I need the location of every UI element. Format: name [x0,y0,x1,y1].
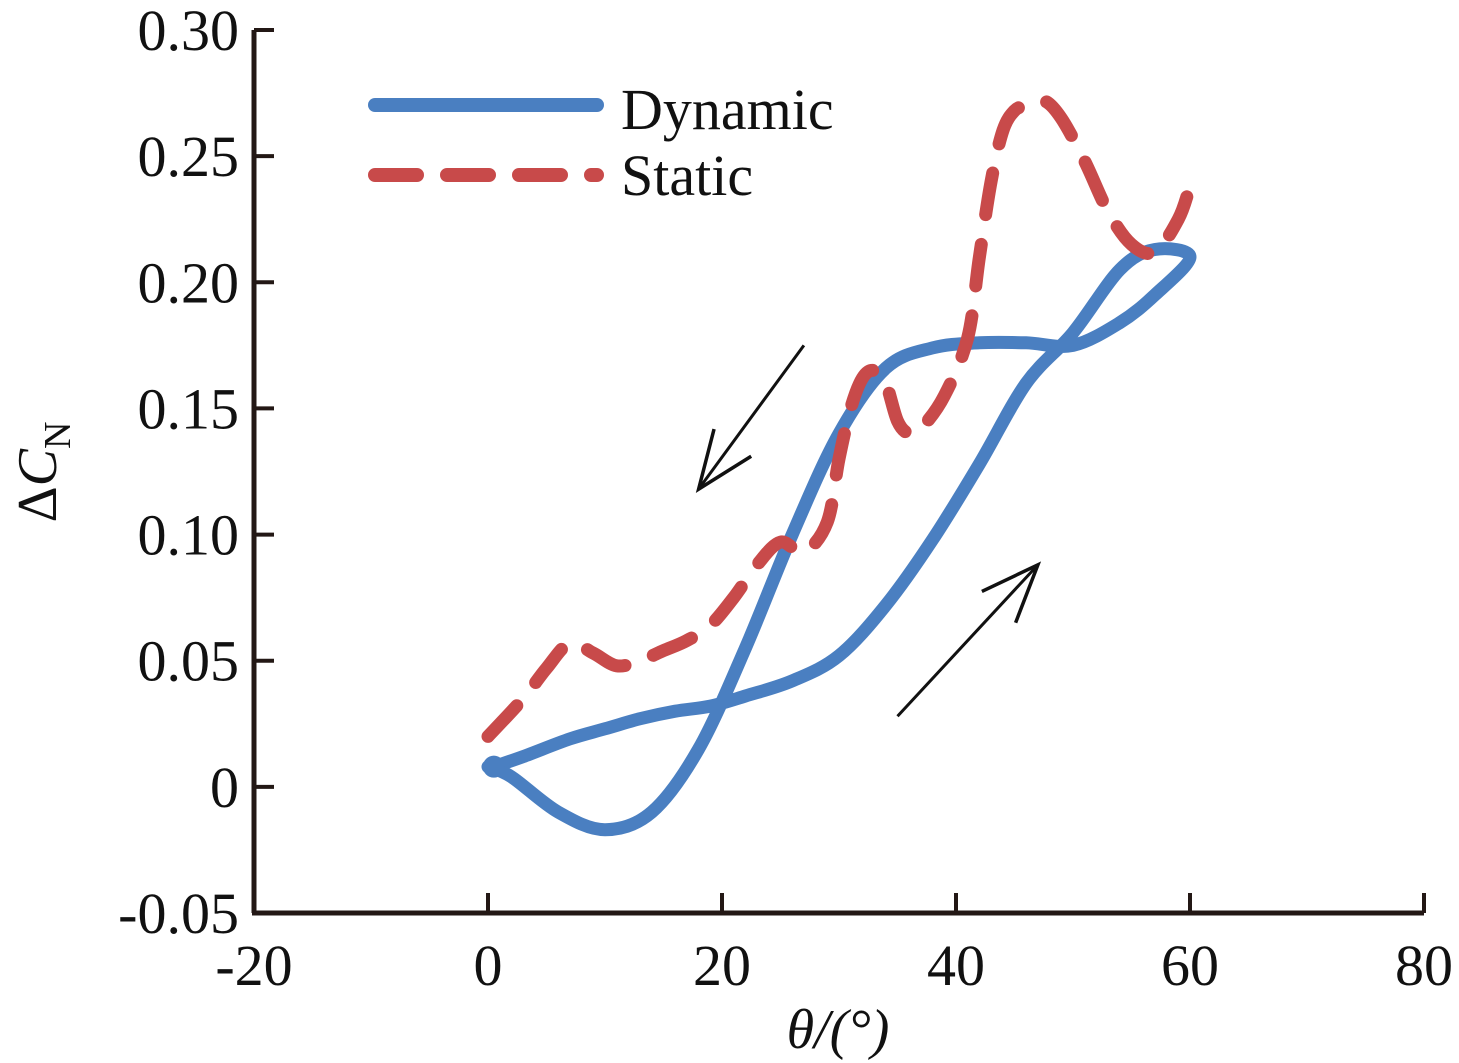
direction-arrow-head [695,428,753,493]
legend-label-static: Static [621,143,753,208]
y-axis-title-var: C [7,448,69,486]
x-tick-label: 80 [1395,933,1453,998]
y-tick-label: 0.20 [138,250,240,315]
series-start-marker [482,755,505,778]
series-layer [481,93,1197,837]
direction-arrow-head [981,561,1042,624]
y-axis-title: ΔCN [7,422,79,523]
x-tick-label: 20 [693,933,751,998]
x-tick-label: 60 [1161,933,1219,998]
y-tick-label: 0.05 [138,629,240,694]
x-tick-label: 0 [474,933,503,998]
y-tick-label: 0.15 [138,376,240,441]
x-tick-label: 40 [927,933,985,998]
axes [251,30,1424,916]
y-axis-title-delta: Δ [7,486,69,522]
annotations [695,344,1042,718]
y-tick-label: 0 [210,755,239,820]
y-tick-label: 0.25 [138,124,240,189]
x-axis-title: θ/(°) [787,999,890,1061]
series-line-dynamic [481,242,1197,837]
direction-arrow-shaft [697,344,806,491]
legend-label-dynamic: Dynamic [621,77,834,142]
y-axis-title-sub: N [37,422,79,449]
y-tick-label: 0.30 [138,0,240,63]
ticks: -20 0 20 40 60 80 -0.05 0 0.05 0.10 0.15 0.20 0.25 0.… [118,0,1453,998]
direction-arrow-shaft [896,563,1039,718]
svg-text:ΔCN: ΔCN [7,422,79,523]
x-tick-label: -20 [215,933,292,998]
y-tick-label: -0.05 [118,881,239,946]
y-tick-label: 0.10 [138,503,240,568]
series-line-static [481,93,1197,743]
legend: Dynamic Static [368,77,834,208]
